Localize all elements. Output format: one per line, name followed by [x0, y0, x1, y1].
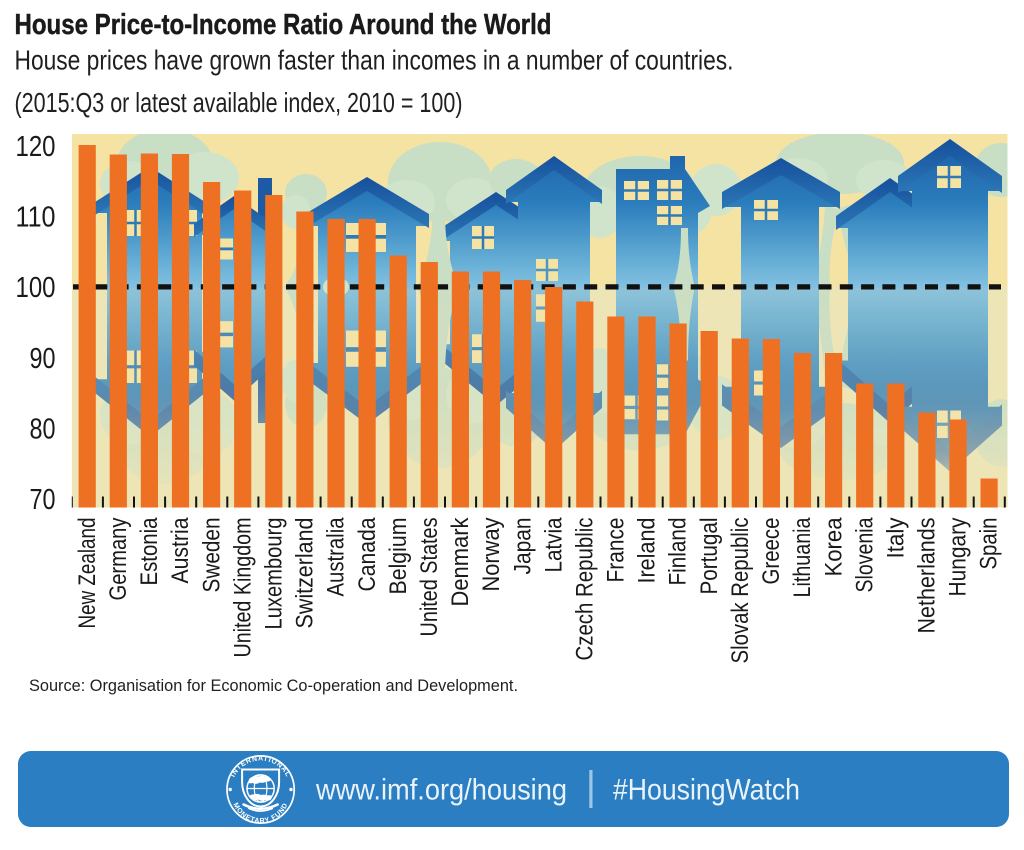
svg-text:Estonia: Estonia — [136, 517, 163, 586]
svg-text:Finland: Finland — [665, 518, 692, 586]
svg-text:Hungary: Hungary — [945, 518, 972, 597]
svg-text:110: 110 — [16, 202, 56, 234]
svg-text:Latvia: Latvia — [540, 517, 567, 573]
svg-text:Portugal: Portugal — [696, 518, 723, 595]
svg-text:#HousingWatch: #HousingWatch — [613, 774, 800, 807]
svg-text:Czech Republic: Czech Republic — [571, 518, 598, 661]
svg-text:Austria: Austria — [167, 517, 194, 584]
svg-text:Spain: Spain — [976, 518, 1003, 570]
svg-text:Switzerland: Switzerland — [292, 518, 319, 629]
svg-text:Canada: Canada — [354, 517, 381, 592]
svg-text:www.imf.org/housing: www.imf.org/housing — [315, 774, 567, 807]
svg-text:Ireland: Ireland — [634, 518, 661, 584]
svg-text:120: 120 — [16, 131, 56, 163]
svg-text:Luxembourg: Luxembourg — [261, 518, 288, 630]
svg-text:United States: United States — [416, 518, 443, 637]
svg-text:Norway: Norway — [478, 518, 505, 592]
svg-text:Lithuania: Lithuania — [789, 517, 816, 598]
svg-text:France: France — [603, 518, 630, 583]
svg-text:Korea: Korea — [820, 517, 847, 577]
svg-text:Slovenia: Slovenia — [851, 517, 878, 593]
svg-text:House Price-to-Income Ratio Ar: House Price-to-Income Ratio Around the W… — [15, 9, 552, 41]
svg-text:70: 70 — [30, 484, 56, 516]
svg-text:Denmark: Denmark — [447, 517, 474, 607]
svg-text:90: 90 — [30, 343, 56, 375]
svg-text:80: 80 — [30, 413, 56, 445]
svg-text:Germany: Germany — [105, 518, 132, 601]
svg-text:(2015:Q3 or latest available i: (2015:Q3 or latest available index, 2010… — [15, 87, 463, 118]
svg-text:Italy: Italy — [882, 518, 909, 559]
svg-text:100: 100 — [16, 272, 56, 304]
svg-text:Japan: Japan — [509, 518, 536, 575]
svg-text:Australia: Australia — [323, 517, 350, 597]
svg-text:Belgium: Belgium — [385, 518, 412, 595]
svg-text:Source: Organisation for Econo: Source: Organisation for Economic Co-ope… — [29, 676, 518, 695]
svg-text:United Kingdom: United Kingdom — [229, 518, 256, 658]
svg-text:Greece: Greece — [758, 518, 785, 585]
svg-text:Slovak Republic: Slovak Republic — [727, 518, 754, 664]
svg-text:Netherlands: Netherlands — [914, 518, 941, 634]
svg-text:Sweden: Sweden — [198, 518, 225, 593]
svg-text:New Zealand: New Zealand — [74, 518, 101, 629]
svg-text:House prices have grown faster: House prices have grown faster than inco… — [15, 45, 734, 76]
